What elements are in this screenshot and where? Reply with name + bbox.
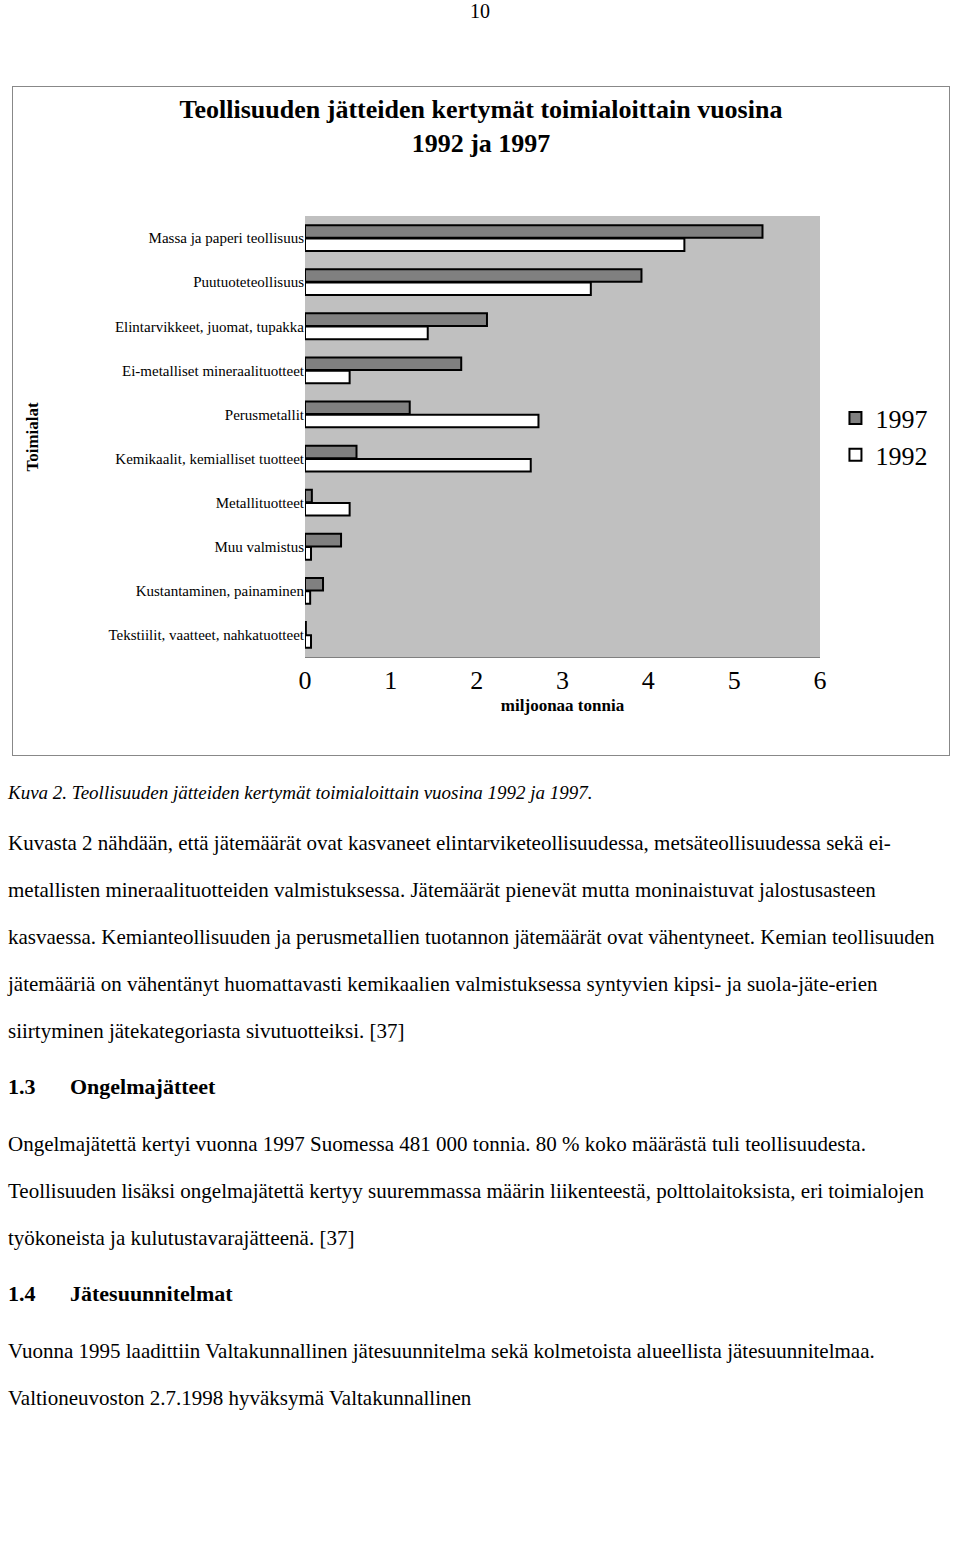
svg-text:0: 0 xyxy=(299,666,312,695)
svg-text:Teollisuuden jätteiden kertymä: Teollisuuden jätteiden kertymät toimialo… xyxy=(180,95,783,158)
svg-text:miljoonaa tonnia: miljoonaa tonnia xyxy=(501,696,625,715)
html-text:Kuvasta 2 nähdään, että jätemä: Kuvasta 2 nähdään, että jätemäärät ovat … xyxy=(8,831,935,1043)
svg-text:6: 6 xyxy=(814,666,827,695)
svg-text:2: 2 xyxy=(470,666,483,695)
svg-text:Muu valmistus: Muu valmistus xyxy=(214,539,304,555)
svg-text:Ei-metalliset mineraalituottee: Ei-metalliset mineraalituotteet xyxy=(122,363,305,379)
svg-text:5: 5 xyxy=(728,666,741,695)
html-text:Ongelmajätettä kertyi vuonna 1: Ongelmajätettä kertyi vuonna 1997 Suomes… xyxy=(8,1132,924,1250)
svg-text:Tekstiilit, vaatteet, nahkatuo: Tekstiilit, vaatteet, nahkatuotteet xyxy=(108,627,304,643)
html-text:Vuonna 1995 laadittiin Valtaku: Vuonna 1995 laadittiin Valtakunnallinen … xyxy=(8,1339,875,1410)
html-text:1.4: 1.4 xyxy=(8,1281,36,1306)
svg-text:3: 3 xyxy=(556,666,569,695)
html-text:Jätesuunnitelmat: Jätesuunnitelmat xyxy=(70,1281,233,1306)
html-text:Kuva 2. Teollisuuden jätteiden: Kuva 2. Teollisuuden jätteiden kertymät … xyxy=(8,782,593,803)
svg-text:Puutuoteteollisuus: Puutuoteteollisuus xyxy=(193,274,304,290)
svg-text:Metallituotteet: Metallituotteet xyxy=(216,495,305,511)
html-text:Ongelmajätteet: Ongelmajätteet xyxy=(70,1074,216,1099)
svg-text:Kemikaalit, kemialliset tuotte: Kemikaalit, kemialliset tuotteet xyxy=(115,451,305,467)
svg-text:Toimialat: Toimialat xyxy=(23,402,42,472)
html-text:1.3: 1.3 xyxy=(8,1074,36,1099)
html-text:10: 10 xyxy=(470,0,490,22)
svg-text:Elintarvikkeet, juomat, tupakk: Elintarvikkeet, juomat, tupakka xyxy=(115,319,304,335)
svg-text:Perusmetallit: Perusmetallit xyxy=(225,407,305,423)
svg-text:Kustantaminen, painaminen: Kustantaminen, painaminen xyxy=(136,583,305,599)
svg-text:1997: 1997 xyxy=(875,405,927,434)
svg-text:1: 1 xyxy=(384,666,397,695)
svg-text:1992: 1992 xyxy=(875,442,927,471)
svg-text:Massa ja paperi teollisuus: Massa ja paperi teollisuus xyxy=(149,230,305,246)
svg-text:4: 4 xyxy=(642,666,655,695)
